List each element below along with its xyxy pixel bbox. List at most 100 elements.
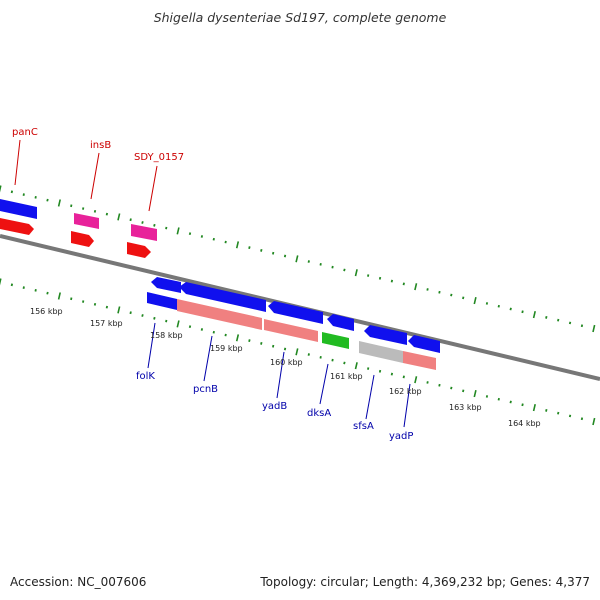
lower-track-major-tick [295,348,299,356]
feature-panC-gene[interactable] [0,218,34,235]
upper-track-minor-tick [462,296,465,300]
upper-track-minor-tick [141,221,144,224]
lower-track-major-tick [532,404,536,412]
tick-track-lower [0,278,596,426]
lower-track-minor-tick [105,305,109,309]
feature-insB-gene[interactable] [71,231,94,247]
lower-track-minor-tick [521,403,524,407]
upper-track-minor-tick [521,310,524,314]
feature-insB-pseudo[interactable] [74,213,99,229]
feature-folK-cds-2[interactable] [147,292,177,310]
lower-track-minor-tick [426,381,429,384]
tick-track-upper [0,185,596,333]
lower-track-minor-tick [283,347,287,351]
lower-track-minor-tick [367,367,370,370]
label-folK[interactable]: folK [136,371,155,382]
kbp-label-161: 161 kbp [330,372,363,381]
upper-track-minor-tick [568,321,572,325]
lower-track-minor-tick [22,286,25,289]
reverse-labels: folK pcnB yadB dksA sfsA yadP [136,371,413,442]
label-SDY0157[interactable]: SDY_0157 [134,152,184,163]
lower-track-minor-tick [497,397,500,401]
upper-track-minor-tick [272,251,275,255]
upper-track-minor-tick [426,288,429,291]
feature-yadB-cds[interactable] [268,301,323,324]
upper-track-major-tick [0,185,2,193]
upper-track-minor-tick [212,237,215,241]
feature-SDY0157-gene[interactable] [127,242,151,258]
upper-track-minor-tick [343,268,346,272]
upper-track-minor-tick [497,304,500,308]
lower-track-major-tick [0,278,2,286]
lower-track-minor-tick [319,356,322,359]
lower-track-minor-tick [402,375,405,379]
upper-track-minor-tick [10,190,14,194]
lower-track-minor-tick [248,339,251,343]
upper-track-minor-tick [283,254,287,258]
lower-track-minor-tick [10,283,14,287]
label-sfsA[interactable]: sfsA [353,421,374,432]
lower-track-minor-tick [438,383,441,387]
upper-track-minor-tick [509,307,512,311]
upper-track-major-tick [532,311,536,319]
lower-track-minor-tick [82,300,85,303]
upper-track-minor-tick [260,248,263,252]
lower-track-minor-tick [462,389,465,393]
feature-SDY0157-pseudo[interactable] [131,224,157,241]
upper-track-minor-tick [105,212,109,216]
lower-track-minor-tick [141,314,144,317]
feature-pcnB-cds[interactable] [179,282,266,312]
upper-track-minor-tick [34,196,37,199]
kbp-label-157: 157 kbp [90,319,123,328]
feature-folK-cds[interactable] [151,277,181,293]
lower-track-minor-tick [129,311,132,315]
upper-track-minor-tick [402,282,405,286]
lower-track-minor-tick [212,330,215,334]
upper-track-minor-tick [200,235,204,238]
label-panC[interactable]: panC [12,127,38,138]
upper-track-minor-tick [485,302,489,305]
upper-track-minor-tick [580,324,584,328]
lower-track-minor-tick [70,297,73,301]
feature-pcnB-gene[interactable] [177,299,262,330]
label-pcnB[interactable]: pcnB [193,384,218,395]
lower-track-minor-tick [390,372,394,376]
lower-track-minor-tick [580,417,584,421]
upper-track-minor-tick [248,246,251,250]
lower-track-minor-tick [307,353,310,356]
kbp-label-158: 158 kbp [150,331,183,340]
upper-track-minor-tick [331,265,334,269]
upper-track-minor-tick [46,198,49,202]
upper-track-minor-tick [153,223,156,227]
label-dksA[interactable]: dksA [307,408,331,419]
label-insB[interactable]: insB [90,140,111,151]
lower-track-minor-tick [272,344,275,348]
lower-track-minor-tick [153,316,156,320]
label-yadP[interactable]: yadP [389,431,413,442]
feature-yadP-gene[interactable] [403,351,436,370]
upper-track-minor-tick [307,260,310,263]
lower-track-minor-tick [568,414,572,418]
lower-track-minor-tick [224,333,227,337]
upper-track-minor-tick [224,240,227,244]
feature-dksA-cds[interactable] [327,314,354,331]
accession-text: Accession: NC_007606 [10,575,147,589]
lower-track-minor-tick [343,361,346,365]
lower-track-minor-tick [450,386,453,390]
upper-track-minor-tick [188,232,192,236]
lower-track-minor-tick [331,358,334,362]
lower-track-minor-tick [46,291,49,295]
feature-dksA-gene[interactable] [322,332,349,349]
label-yadB[interactable]: yadB [262,401,287,412]
feature-yadB-gene[interactable] [264,319,318,342]
lower-track-major-tick [414,376,418,384]
feature-sfsA-gene[interactable] [359,341,403,363]
feature-sfsA-cds[interactable] [364,325,407,345]
topology-text: Topology: circular; Length: 4,369,232 bp… [260,575,590,589]
reverse-label-leaders [147,322,411,428]
feature-panC-cds[interactable] [0,199,37,219]
upper-track-minor-tick [390,279,394,283]
upper-track-minor-tick [319,263,322,266]
kbp-label-164: 164 kbp [508,419,541,428]
feature-yadP-cds[interactable] [408,335,440,353]
